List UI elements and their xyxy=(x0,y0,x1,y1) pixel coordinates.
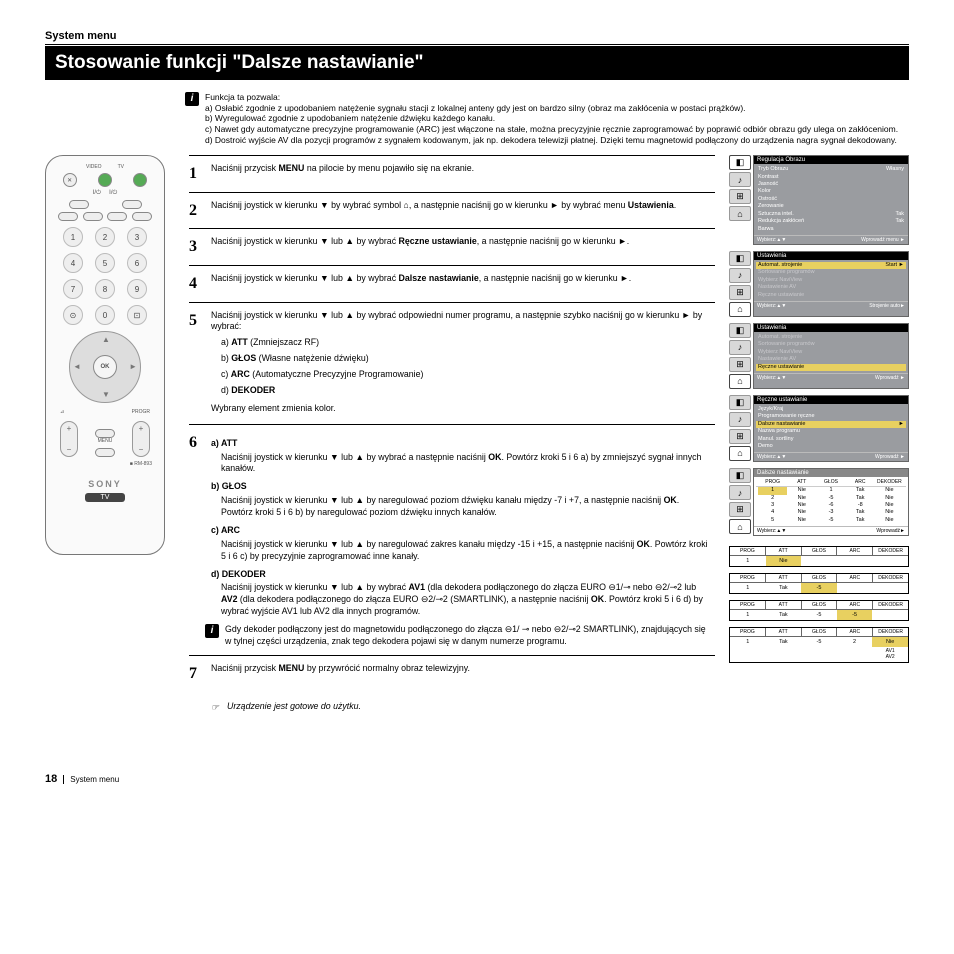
menu-panel: ◧♪⊞⌂UstawieniaAutomat. strojenieStart ►S… xyxy=(729,251,909,317)
num-ext1: ⊙ xyxy=(63,305,83,325)
arrow-down-icon: ▼ xyxy=(102,390,110,399)
step-number: 1 xyxy=(189,163,211,185)
brand-logo: SONY xyxy=(52,479,158,489)
num-3: 3 xyxy=(127,227,147,247)
tv-badge: TV xyxy=(85,493,125,502)
dpad: OK ▲ ▼ ◄ ► xyxy=(69,331,141,403)
menu-button xyxy=(95,429,115,438)
step-number: 2 xyxy=(189,200,211,222)
section-label: System menu xyxy=(45,30,909,45)
step-number: 4 xyxy=(189,273,211,295)
prog-rocker: +− xyxy=(132,421,150,457)
num-5: 5 xyxy=(95,253,115,273)
steps-column: 1Naciśnij przycisk MENU na pilocie by me… xyxy=(189,155,715,713)
page-number: 18 xyxy=(45,773,57,785)
step: 3Naciśnij joystick w kierunku ▼ lub ▲ by… xyxy=(189,228,715,265)
mini-table: PROGATTGŁOSARCDEKODER1Nie xyxy=(729,546,909,567)
menu-panel: ◧♪⊞⌂Regulacja ObrazuTryb ObrazuWłasnyKon… xyxy=(729,155,909,245)
step-body: a) ATTNaciśnij joystick w kierunku ▼ lub… xyxy=(211,432,715,648)
menu-panel: ◧♪⊞⌂Dalsze nastawianiePROGATTGŁOSARCDEKO… xyxy=(729,468,909,536)
oval-button xyxy=(83,212,103,221)
arrow-left-icon: ◄ xyxy=(73,362,81,371)
info-item: b) Wyregulować zgodnie z upodobaniem nat… xyxy=(205,113,898,124)
info-text: Funkcja ta pozwala: a) Osłabić zgodnie z… xyxy=(205,92,898,145)
oval-button xyxy=(132,212,152,221)
step-body: Naciśnij joystick w kierunku ▼ lub ▲ by … xyxy=(211,273,715,295)
step: 5Naciśnij joystick w kierunku ▼ lub ▲ by… xyxy=(189,302,715,424)
step-body: Naciśnij joystick w kierunku ▼ by wybrać… xyxy=(211,200,715,222)
remote-control: VIDEOTV ✕ I/⏻ I/⏻ 1 2 3 4 5 6 7 8 9 ⊙ 0 … xyxy=(45,155,165,555)
oval-button xyxy=(122,200,142,209)
mini-table: PROGATTGŁOSARCDEKODER1Tak-52NieAV1AV2 xyxy=(729,627,909,663)
num-0: 0 xyxy=(95,305,115,325)
remote-column: VIDEOTV ✕ I/⏻ I/⏻ 1 2 3 4 5 6 7 8 9 ⊙ 0 … xyxy=(45,155,175,713)
mini-table: PROGATTGŁOSARCDEKODER1Tak-5-5 xyxy=(729,600,909,621)
step-number: 3 xyxy=(189,236,211,258)
step-body: Naciśnij joystick w kierunku ▼ lub ▲ by … xyxy=(211,236,715,258)
power-tv-button xyxy=(133,173,147,187)
step-body: Naciśnij joystick w kierunku ▼ lub ▲ by … xyxy=(211,310,715,417)
mini-tables: PROGATTGŁOSARCDEKODER1Nie PROGATTGŁOSARCD… xyxy=(729,546,909,663)
num-1: 1 xyxy=(63,227,83,247)
page-title: Stosowanie funkcji "Dalsze nastawianie" xyxy=(45,46,909,80)
info-item: d) Dostroić wyjście AV dla pozycji progr… xyxy=(205,135,898,146)
power-video-button xyxy=(98,173,112,187)
step-number: 7 xyxy=(189,663,211,685)
step-number: 5 xyxy=(189,310,211,417)
info-item: c) Nawet gdy automatyczne precyzyjne pro… xyxy=(205,124,898,135)
video-label: VIDEO xyxy=(86,164,102,170)
info-icon: i xyxy=(205,624,219,638)
menu-panel: ◧♪⊞⌂UstawieniaAutomat. strojenieSortowan… xyxy=(729,323,909,389)
number-pad: 1 2 3 4 5 6 7 8 9 ⊙ 0 ⊡ xyxy=(60,227,150,325)
num-4: 4 xyxy=(63,253,83,273)
arrow-up-icon: ▲ xyxy=(102,335,110,344)
oval-button xyxy=(107,212,127,221)
info-block: i Funkcja ta pozwala: a) Osłabić zgodnie… xyxy=(185,92,909,145)
menu-label: MENU xyxy=(98,438,113,444)
menu-panel: ◧♪⊞⌂Ręczne ustawianieJęzyk/KrajProgramow… xyxy=(729,395,909,463)
info-icon: i xyxy=(185,92,199,106)
oval-button xyxy=(58,212,78,221)
footer-label: System menu xyxy=(70,775,119,784)
oval-button xyxy=(95,448,115,457)
step-body: Naciśnij przycisk MENU na pilocie by men… xyxy=(211,163,715,185)
step: 1Naciśnij przycisk MENU na pilocie by me… xyxy=(189,155,715,192)
arrow-right-icon: ► xyxy=(129,362,137,371)
num-9: 9 xyxy=(127,279,147,299)
info-intro: Funkcja ta pozwala: xyxy=(205,92,898,103)
num-6: 6 xyxy=(127,253,147,273)
mute-icon: ✕ xyxy=(63,173,77,187)
step: 6a) ATTNaciśnij joystick w kierunku ▼ lu… xyxy=(189,424,715,655)
num-8: 8 xyxy=(95,279,115,299)
volume-rocker: +− xyxy=(60,421,78,457)
progr-label: PROGR xyxy=(132,409,150,415)
step: 7Naciśnij przycisk MENU by przywrócić no… xyxy=(189,655,715,692)
mini-table: PROGATTGŁOSARCDEKODER1Tak-5 xyxy=(729,573,909,594)
step: 4Naciśnij joystick w kierunku ▼ lub ▲ by… xyxy=(189,265,715,302)
num-7: 7 xyxy=(63,279,83,299)
step-body: Naciśnij przycisk MENU by przywrócić nor… xyxy=(211,663,715,685)
info-item: a) Osłabić zgodnie z upodobaniem natężen… xyxy=(205,103,898,114)
num-2: 2 xyxy=(95,227,115,247)
ready-note: ☞Urządzenie jest gotowe do użytku. xyxy=(211,701,715,713)
tv-label: TV xyxy=(118,164,124,170)
ok-button: OK xyxy=(93,355,117,379)
page-footer: 18 System menu xyxy=(45,773,909,785)
menu-screenshots-column: ◧♪⊞⌂Regulacja ObrazuTryb ObrazuWłasnyKon… xyxy=(729,155,909,713)
step-number: 6 xyxy=(189,432,211,648)
num-ext2: ⊡ xyxy=(127,305,147,325)
remote-model: RM-893 xyxy=(134,461,152,467)
hand-icon: ☞ xyxy=(211,702,223,714)
step: 2Naciśnij joystick w kierunku ▼ by wybra… xyxy=(189,192,715,229)
oval-button xyxy=(69,200,89,209)
